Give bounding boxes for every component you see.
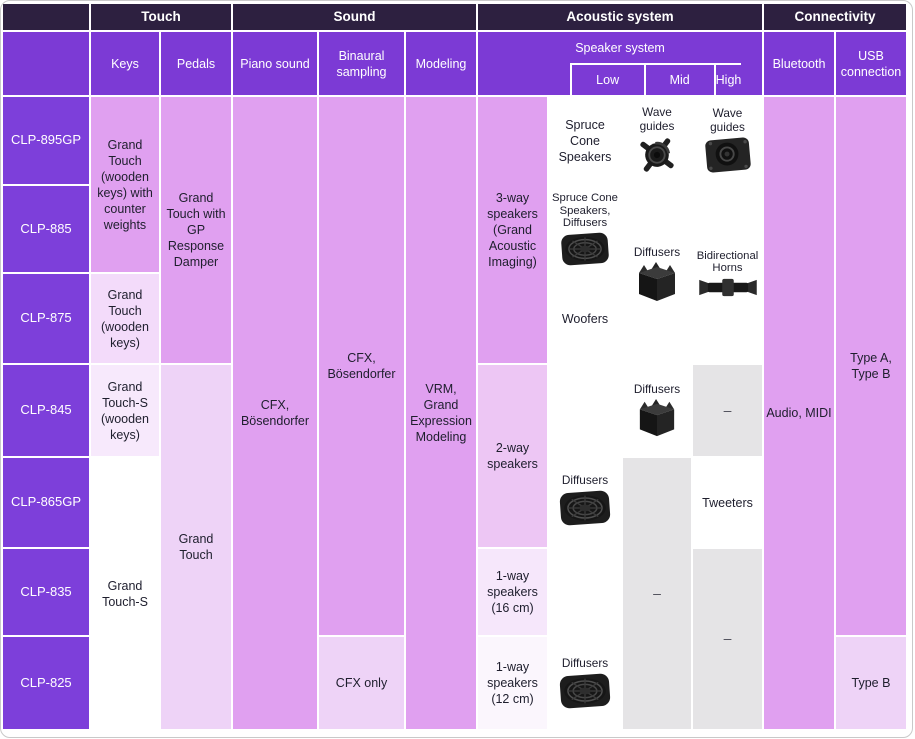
cell-mid-885-875: Diffusers (623, 186, 691, 363)
row-label-clp-835: CLP-835 (3, 549, 89, 635)
header-col-high: High (713, 63, 742, 95)
cell-keys-865gp-835-825: Grand Touch-S (91, 458, 159, 729)
cell-high-845-none: – (693, 365, 762, 456)
cell-keys-895gp-885: Grand Touch (wooden keys) with counter w… (91, 97, 159, 272)
cell-keys-845: Grand Touch-S (wooden keys) (91, 365, 159, 456)
header-col-usb-connection: USB connection (836, 32, 906, 95)
row-label-clp-865gp: CLP-865GP (3, 458, 89, 547)
cell-low-825-label: Diffusers (561, 656, 609, 671)
cell-pedals-845-to-825: Grand Touch (161, 365, 231, 729)
header-col-bluetooth-label: Bluetooth (772, 56, 826, 71)
box-diffuser-image (639, 399, 675, 437)
cell-keys-875: Grand Touch (wooden keys) (91, 274, 159, 363)
cell-high-835-825-none: – (693, 549, 762, 729)
box-diffuser-image (639, 262, 675, 302)
cell-mid-865gp-835-825-none: – (623, 458, 691, 729)
cell-high-865gp: Tweeters (693, 458, 762, 547)
cell-high-885-875: Bidirectional Horns (693, 186, 762, 363)
header-col-pedals: Pedals (161, 32, 231, 95)
header-col-piano-sound-label: Piano sound (240, 56, 310, 71)
row-label-clp-825: CLP-825 (3, 637, 89, 729)
header-group-acoustic-system: Acoustic system (478, 4, 762, 30)
header-corner (3, 4, 89, 30)
cell-mid-885-label: Diffusers (633, 244, 681, 259)
cell-mid-895gp: Wave guides (623, 97, 691, 184)
row-label-clp-875: CLP-875 (3, 274, 89, 363)
cell-bluetooth-all: Audio, MIDI (764, 97, 834, 729)
cell-low-825: Diffusers (549, 637, 621, 729)
header-col-speaker-system: Speaker system (575, 40, 665, 55)
cell-low-885: Spruce Cone Speakers, Diffusers (549, 186, 621, 272)
header-group-sound: Sound (233, 4, 476, 30)
header-col-mid: Mid (643, 63, 714, 95)
bidirectional-horn-image (698, 279, 757, 297)
cell-usb-825: Type B (836, 637, 906, 729)
cell-low-845-label: Diffusers (561, 473, 609, 488)
cell-binaural-895gp-to-835: CFX, Bösendorfer (319, 97, 404, 635)
piano-comparison-table: Touch Sound Acoustic system Connectivity… (3, 4, 906, 729)
cell-usb-895gp-to-835: Type A, Type B (836, 97, 906, 635)
round-diffuser-image (559, 490, 611, 526)
header-group-acoustic-system-label: Acoustic system (566, 9, 674, 25)
cell-binaural-825: CFX only (319, 637, 404, 729)
header-col-binaural-sampling-label: Binaural sampling (336, 48, 387, 79)
header-col-modeling: Modeling (406, 32, 476, 95)
cell-low-895gp: Spruce Cone Speakers (549, 97, 621, 184)
cell-high-895gp: Wave guides (693, 97, 762, 184)
cell-speakers-1way-12cm: 1-way speakers (12 cm) (478, 637, 547, 729)
header-model-column (3, 32, 89, 95)
header-col-bluetooth: Bluetooth (764, 32, 834, 95)
cell-modeling-all: VRM, Grand Expression Modeling (406, 97, 476, 729)
header-col-modeling-label: Modeling (415, 56, 467, 71)
cell-high-885-label: Bidirectional Horns (696, 249, 759, 274)
row-label-clp-885: CLP-885 (3, 186, 89, 272)
cell-speakers-1way-16cm: 1-way speakers (16 cm) (478, 549, 547, 635)
header-speaker-system-spacer (499, 63, 570, 95)
header-col-low: Low (569, 63, 644, 95)
cell-mid-845: Diffusers (623, 365, 691, 456)
cell-speakers-3way: 3-way speakers (Grand Acoustic Imaging) (478, 97, 547, 363)
header-speaker-system-subrow: Low Mid High (499, 63, 742, 95)
header-group-connectivity: Connectivity (764, 4, 906, 30)
cell-low-845-865gp-835: Diffusers (549, 365, 621, 635)
round-diffuser-image (561, 232, 609, 265)
header-speaker-system-block: Speaker system Low Mid High (478, 32, 762, 95)
header-group-connectivity-label: Connectivity (794, 9, 876, 25)
header-col-binaural-sampling: Binaural sampling (319, 32, 404, 95)
header-col-keys-label: Keys (111, 56, 139, 71)
cell-piano-sound-all: CFX, Bösendorfer (233, 97, 317, 729)
cell-mid-845-label: Diffusers (633, 381, 681, 396)
header-group-sound-label: Sound (333, 9, 376, 25)
round-diffuser-image (559, 673, 611, 709)
row-label-clp-895gp: CLP-895GP (3, 97, 89, 184)
header-col-piano-sound: Piano sound (233, 32, 317, 95)
cell-high-895gp-label: Wave guides (710, 105, 745, 134)
wave-guide-plate-image (704, 137, 751, 173)
header-group-touch: Touch (91, 4, 231, 30)
header-col-pedals-label: Pedals (176, 56, 216, 71)
cell-pedals-895gp-885-875: Grand Touch with GP Response Damper (161, 97, 231, 363)
row-label-clp-845: CLP-845 (3, 365, 89, 456)
header-col-keys: Keys (91, 32, 159, 95)
header-group-touch-label: Touch (141, 9, 181, 25)
cell-mid-895gp-label: Wave guides (639, 104, 675, 133)
cell-speakers-2way: 2-way speakers (478, 365, 547, 547)
wave-guide-cross-image (640, 138, 674, 173)
header-col-usb-connection-label: USB connection (840, 48, 902, 79)
cell-low-885-label: Spruce Cone Speakers, Diffusers (552, 192, 618, 230)
cell-low-875: Woofers (549, 274, 621, 363)
